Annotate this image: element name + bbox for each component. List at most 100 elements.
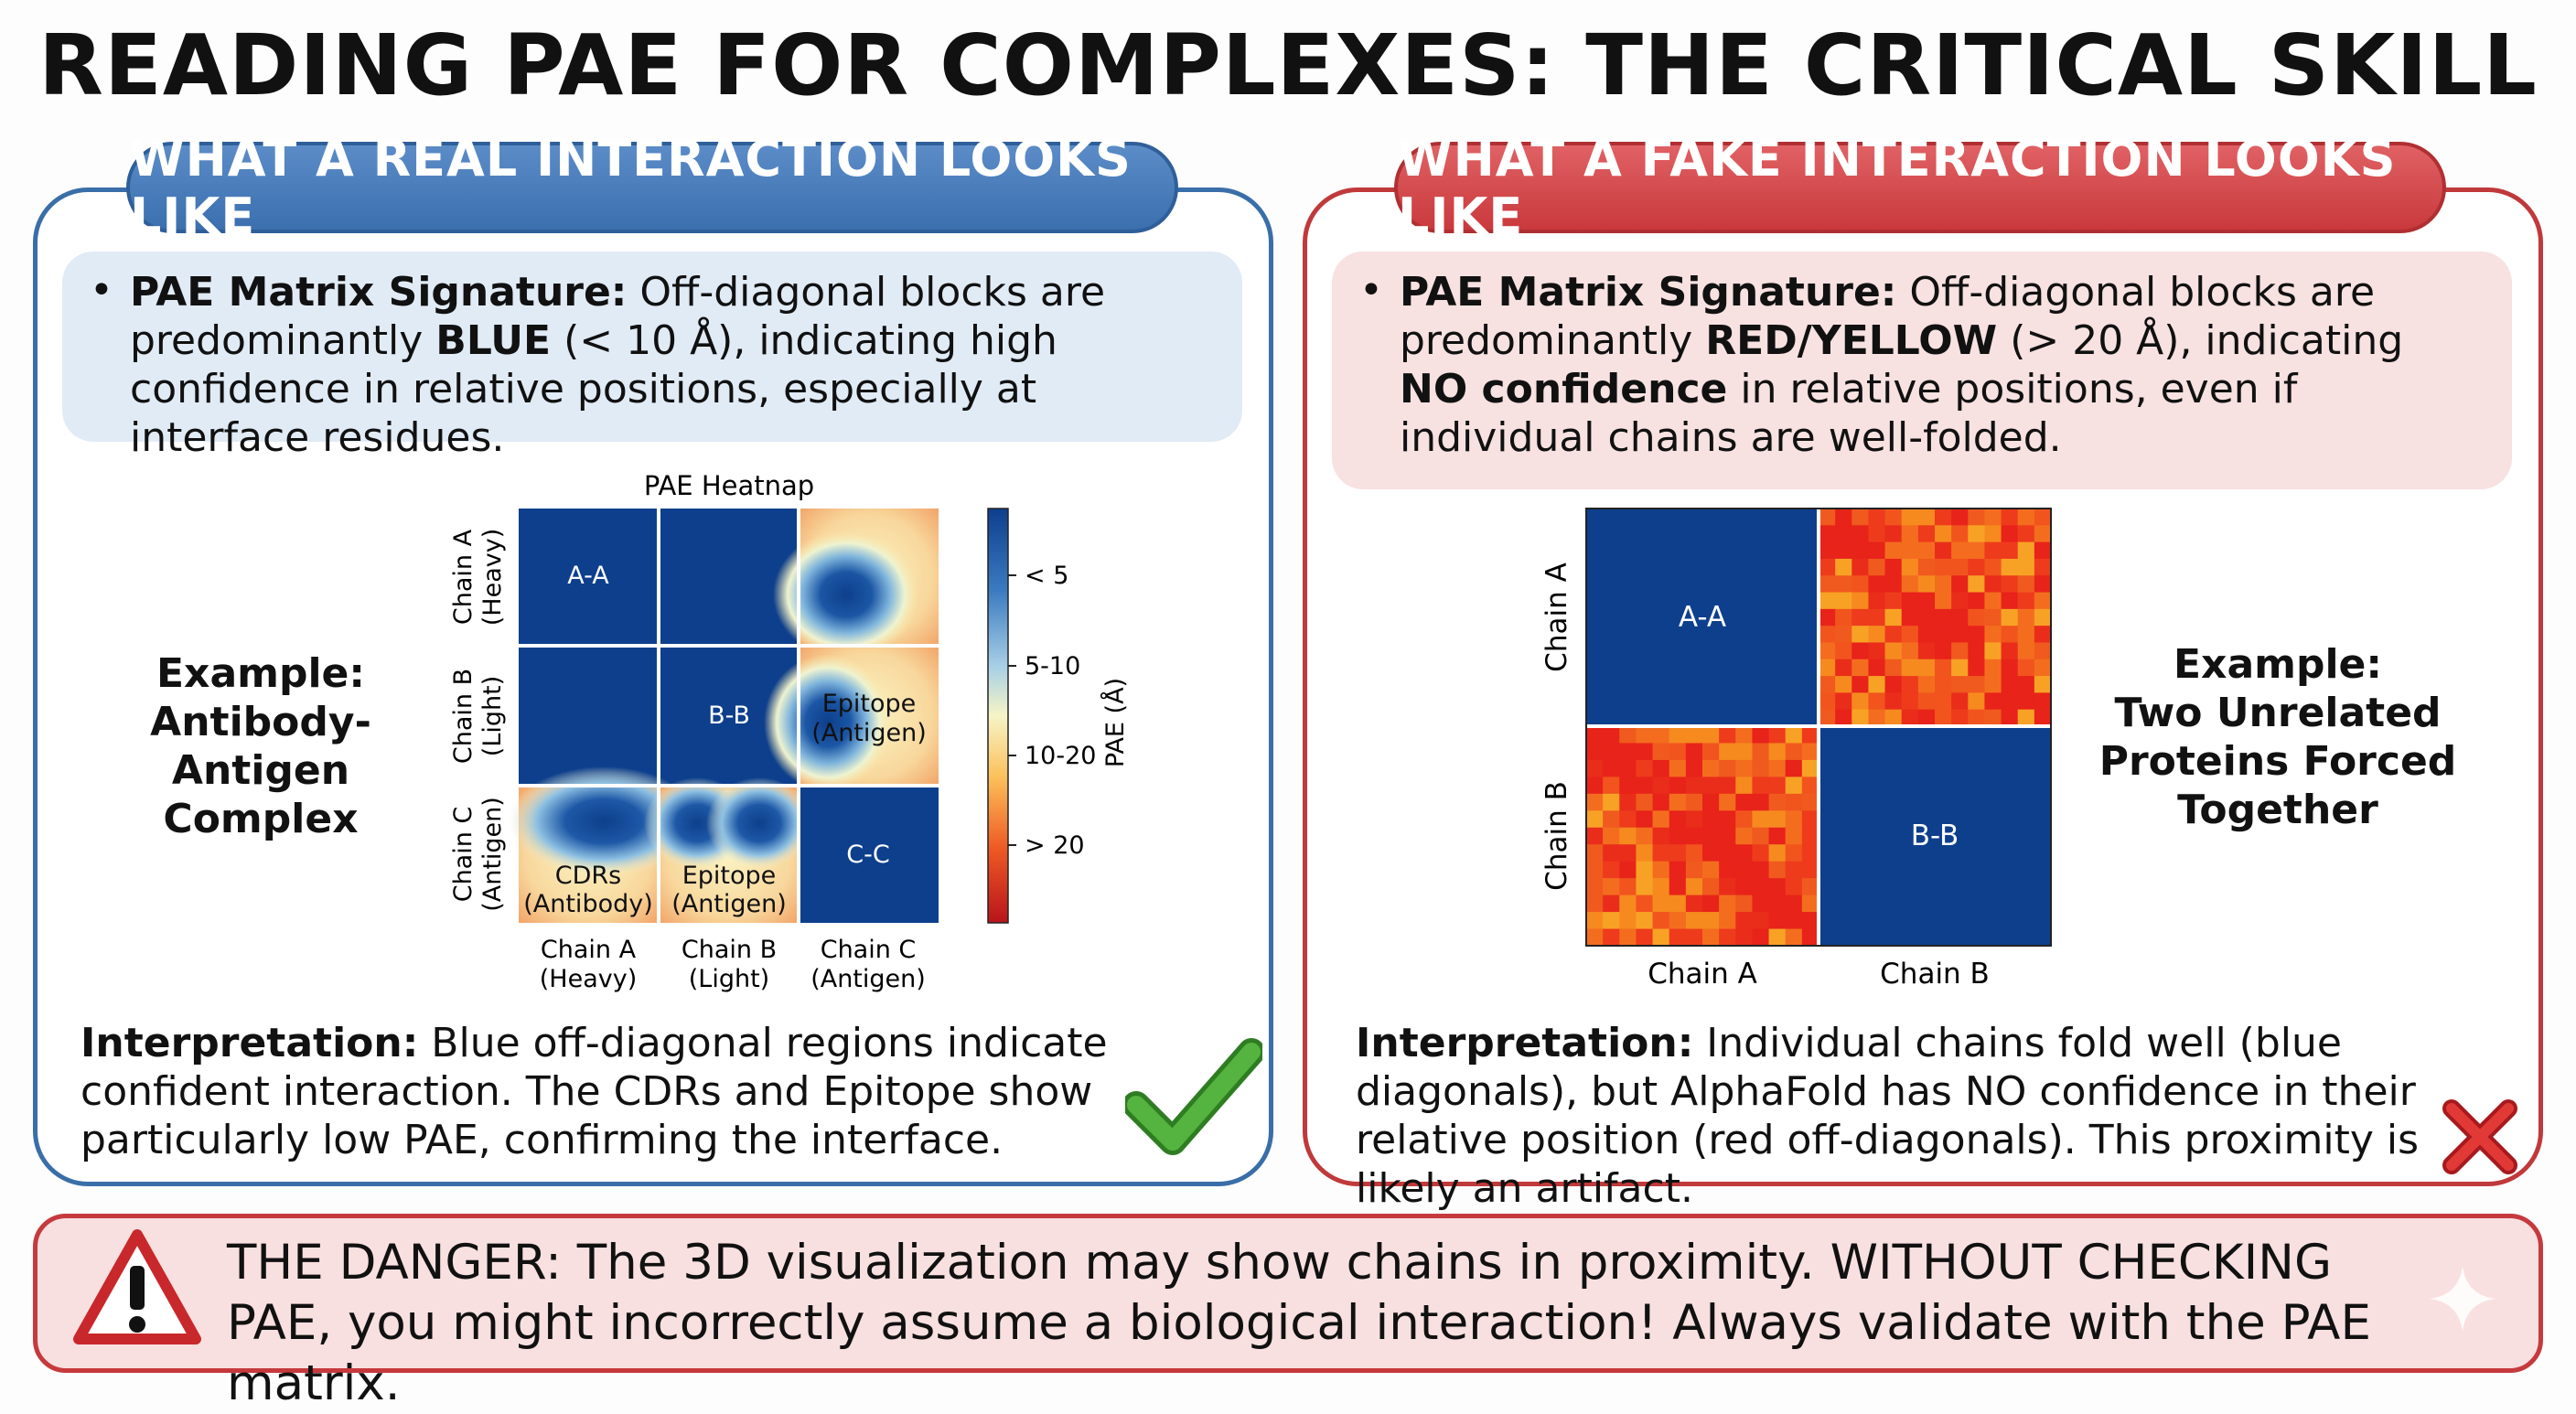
heatmap-cell [1901, 575, 1919, 594]
heatmap-cell [1735, 726, 1754, 744]
heatmap-cell [1868, 692, 1886, 711]
heatmap-cell [2017, 592, 2035, 610]
heatmap-cell [1951, 592, 1969, 610]
heatmap-cell [1984, 509, 2002, 526]
heatmap-cell [1652, 878, 1670, 896]
block-a-b [659, 509, 799, 646]
col-label-b: Chain B [1880, 958, 1990, 991]
heatmap-cell [1785, 726, 1803, 744]
heatmap-cell [1669, 827, 1687, 845]
heatmap-cell [1901, 541, 1919, 560]
heatmap-cell [1951, 642, 1969, 660]
heatmap-cell [1884, 642, 1903, 660]
heatmap-cell [1768, 928, 1787, 947]
heatmap-cell [1835, 509, 1852, 526]
heatmap-cell [1652, 928, 1670, 947]
heatmap-cell [1702, 759, 1720, 777]
heatmap-cell [1636, 861, 1654, 879]
label-epitope-right-2: (Antigen) [811, 719, 927, 747]
heatmap-cell [1951, 525, 1969, 543]
heatmap-cell [2034, 541, 2052, 560]
heatmap-cell [1951, 659, 1969, 677]
heatmap-cell [1917, 592, 1936, 610]
heatmap-cell [1835, 676, 1852, 693]
heatmap-cell [1935, 575, 1952, 594]
heatmap-cell [1785, 743, 1803, 761]
spot-a-c [773, 530, 919, 659]
heatmap-cell [1785, 777, 1803, 795]
heatmap-cell [1917, 541, 1936, 560]
heatmap-cell [1884, 626, 1903, 644]
heatmap-cell [1586, 928, 1604, 947]
heatmap-cell [1935, 592, 1952, 610]
heatmap-cell [1652, 827, 1670, 845]
heatmap-cell [1586, 827, 1604, 845]
heatmap-cell [1586, 743, 1604, 761]
heatmap-cell [1835, 575, 1852, 594]
heatmap-cell [2017, 659, 2035, 677]
heatmap-cell [1752, 743, 1770, 761]
heatmap-cell [1735, 861, 1754, 879]
heatmap-cell [1636, 810, 1654, 829]
heatmap-cell [1603, 844, 1620, 862]
heatmap-cell [1652, 793, 1670, 811]
heatmap-cell [1785, 810, 1803, 829]
heatmap-cell [1901, 558, 1919, 576]
heatmap-cell [1619, 777, 1637, 795]
heatmap-cell [1636, 777, 1654, 795]
fake-signature-label: PAE Matrix Signature: [1400, 269, 1897, 316]
heatmap-cell [1603, 777, 1620, 795]
label-epitope-bottom-1: Epitope [682, 862, 777, 890]
heatmap-cell [1801, 777, 1819, 795]
heatmap-cell [1917, 608, 1936, 627]
heatmap-cell [1586, 844, 1604, 862]
fake-signature-emphasis: RED/YELLOW [1705, 317, 1998, 364]
heatmap-cell [2017, 558, 2035, 576]
heatmap-cell [1702, 894, 1720, 913]
label-cdrs-2: (Antibody) [523, 890, 653, 918]
heatmap-cell [1685, 878, 1703, 896]
heatmap-cell [1752, 793, 1770, 811]
heatmap-cell [1951, 558, 1969, 576]
heatmap-cell [1835, 659, 1852, 677]
fake-example: Example: Two Unrelated Proteins Forced T… [2077, 640, 2479, 834]
heatmap-cell [1884, 541, 1903, 560]
heatmap-cell [1719, 894, 1736, 913]
heatmap-cell [1935, 676, 1952, 693]
heatmap-cell [1619, 894, 1637, 913]
heatmap-cell [1819, 642, 1836, 660]
fake-signature-mid: (> 20 Å), indicating [1997, 317, 2404, 364]
heatmap-cell [1752, 844, 1770, 862]
colorbar-tick-label: < 5 [1025, 562, 1068, 590]
heatmap-cell [1719, 912, 1736, 930]
check-mark-icon [1125, 1038, 1262, 1155]
heatmap-cell [2001, 541, 2019, 560]
heatmap-cell [1735, 810, 1754, 829]
heatmap-cell [1819, 525, 1836, 543]
heatmap-cell [2034, 592, 2052, 610]
heatmap-cell [1685, 928, 1703, 947]
heatmap-cell [1835, 525, 1852, 543]
heatmap-cell [1768, 878, 1787, 896]
heatmap-cell [1951, 575, 1969, 594]
heatmap-cell [1917, 692, 1936, 711]
heatmap-cell [1603, 726, 1620, 744]
row-label-a-1: Chain A [449, 529, 478, 625]
label-b-b: B-B [1911, 819, 1959, 852]
heatmap-cell [1785, 793, 1803, 811]
heatmap-cell [1768, 861, 1787, 879]
fake-pae-heatmap: A-A B-B Chain A Chain B Chain A Chain B [1540, 508, 2052, 991]
spot-b-c [764, 654, 892, 791]
real-signature-box: • PAE Matrix Signature: Off-diagonal blo… [62, 252, 1242, 461]
x-mark-icon [2442, 1099, 2517, 1174]
fake-interpretation: Interpretation: Individual chains fold w… [1356, 1019, 2508, 1213]
heatmap-cell [1819, 558, 1836, 576]
label-cdrs-1: CDRs [555, 862, 621, 890]
row-label-b-2: (Light) [478, 676, 507, 756]
heatmap-cell [1702, 793, 1720, 811]
heatmap-cell [1636, 894, 1654, 913]
heatmap-cell [1917, 575, 1936, 594]
danger-box [33, 1214, 2543, 1373]
heatmap-cell [1801, 878, 1819, 896]
heatmap-cell [1935, 558, 1952, 576]
